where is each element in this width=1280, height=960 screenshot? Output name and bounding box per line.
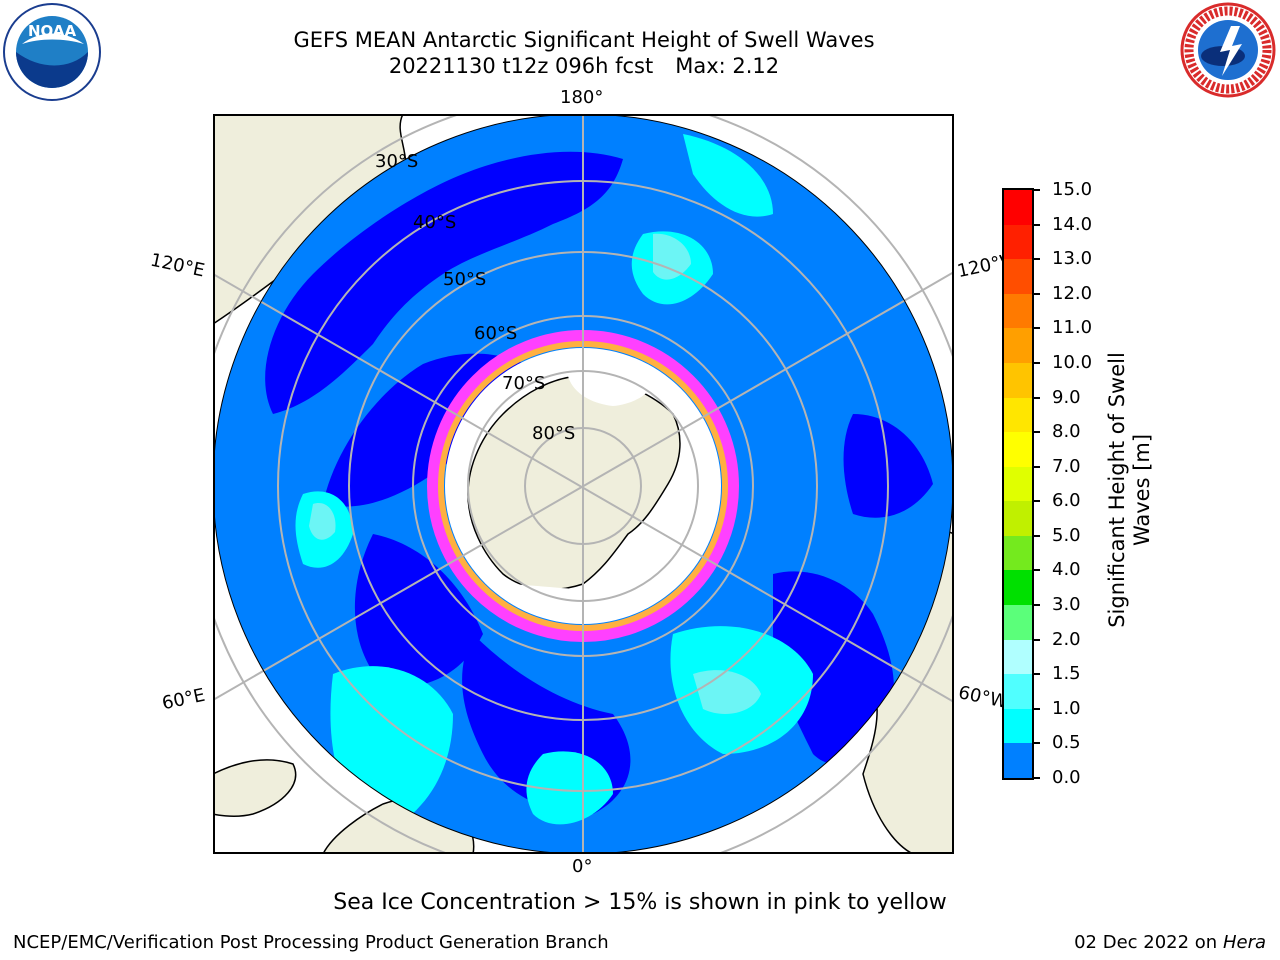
chart-subtitle: 20221130 t12z 096h fcst Max: 2.12 xyxy=(184,53,984,79)
colorbar-segment xyxy=(1004,639,1032,675)
colorbar-segment xyxy=(1004,674,1032,710)
colorbar-segment xyxy=(1004,190,1032,226)
colorbar-tick-label: 8.0 xyxy=(1052,421,1081,443)
lat-label-80s: 80°S xyxy=(532,423,576,444)
colorbar-tick xyxy=(1034,258,1040,261)
map-panel xyxy=(213,114,954,854)
colorbar-tick xyxy=(1034,742,1040,745)
colorbar-tick-label: 11.0 xyxy=(1052,317,1093,339)
colorbar-segment xyxy=(1004,328,1032,364)
colorbar-segment xyxy=(1004,362,1032,399)
credit-line: NCEP/EMC/Verification Post Processing Pr… xyxy=(13,932,609,953)
colorbar-tick xyxy=(1034,396,1040,399)
colorbar-segment xyxy=(1004,743,1032,779)
colorbar-segment xyxy=(1004,501,1032,537)
colorbar-tick xyxy=(1034,292,1040,295)
colorbar xyxy=(1002,188,1034,780)
colorbar-segment xyxy=(1004,466,1032,502)
colorbar-tick-label: 5.0 xyxy=(1052,524,1081,546)
colorbar-tick-label: 1.5 xyxy=(1052,663,1081,685)
colorbar-segment xyxy=(1004,570,1032,606)
graticule xyxy=(213,114,954,854)
colorbar-segment xyxy=(1004,535,1032,571)
colorbar-tick-label: 6.0 xyxy=(1052,490,1081,512)
lon-label-60e: 60°E xyxy=(160,684,207,715)
colorbar-segment xyxy=(1004,259,1032,295)
colorbar-tick xyxy=(1034,189,1040,191)
lat-label-30s: 30°S xyxy=(375,151,419,172)
colorbar-tick xyxy=(1034,534,1040,537)
colorbar-tick-label: 9.0 xyxy=(1052,386,1081,408)
lon-label-120e: 120°E xyxy=(148,249,207,282)
nws-logo xyxy=(1176,0,1280,100)
polar-map xyxy=(213,114,954,854)
colorbar-tick-label: 14.0 xyxy=(1052,213,1093,235)
colorbar-tick xyxy=(1034,777,1040,779)
colorbar-tick xyxy=(1034,707,1040,710)
colorbar-segment xyxy=(1004,708,1032,744)
noaa-logo: NOAA xyxy=(0,0,104,104)
colorbar-segment xyxy=(1004,397,1032,433)
colorbar-tick-label: 13.0 xyxy=(1052,248,1093,270)
lat-label-40s: 40°S xyxy=(413,212,457,233)
run-info: 20221130 t12z 096h fcst xyxy=(388,54,654,78)
colorbar-tick-label: 10.0 xyxy=(1052,351,1093,373)
colorbar-segment xyxy=(1004,605,1032,641)
colorbar-tick xyxy=(1034,673,1040,676)
colorbar-title: Significant Height of Swell Waves [m] xyxy=(1105,352,1154,628)
lat-label-50s: 50°S xyxy=(443,269,487,290)
colorbar-tick-label: 1.0 xyxy=(1052,697,1081,719)
lat-label-70s: 70°S xyxy=(502,373,546,394)
lat-label-60s: 60°S xyxy=(474,323,518,344)
sea-ice-note: Sea Ice Concentration > 15% is shown in … xyxy=(333,890,947,915)
ice-shelf-weddell xyxy=(503,574,673,614)
colorbar-tick xyxy=(1034,500,1040,503)
colorbar-tick xyxy=(1034,361,1040,364)
colorbar-tick-label: 7.0 xyxy=(1052,455,1081,477)
chart-title: GEFS MEAN Antarctic Significant Height o… xyxy=(293,28,875,52)
date-stamp: 02 Dec 2022 on Hera xyxy=(1074,932,1266,953)
colorbar-tick-label: 12.0 xyxy=(1052,282,1093,304)
colorbar-tick xyxy=(1034,327,1040,330)
colorbar-tick-label: 15.0 xyxy=(1052,179,1093,200)
lon-label-0: 0° xyxy=(572,856,593,877)
colorbar-tick-label: 0.5 xyxy=(1052,732,1081,754)
lon-label-180: 180° xyxy=(560,87,604,108)
colorbar-tick xyxy=(1034,465,1040,468)
max-value: Max: 2.12 xyxy=(675,54,780,78)
colorbar-ticks: 15.0 14.0 13.0 12.0 11.0 10.0 9.0 8.0 7.0 6.0 5.0 4… xyxy=(1034,180,1092,788)
colorbar-tick-label: 4.0 xyxy=(1052,559,1081,581)
colorbar-tick xyxy=(1034,604,1040,607)
svg-text:NOAA: NOAA xyxy=(28,22,77,40)
colorbar-tick xyxy=(1034,638,1040,641)
swell-1p5-2 xyxy=(309,233,761,714)
colorbar-segment xyxy=(1004,293,1032,329)
colorbar-tick-label: 2.0 xyxy=(1052,628,1081,650)
colorbar-tick xyxy=(1034,569,1040,572)
madagascar-land xyxy=(213,759,297,817)
colorbar-segment xyxy=(1004,432,1032,468)
colorbar-segment xyxy=(1004,224,1032,260)
colorbar-tick xyxy=(1034,431,1040,434)
colorbar-tick-label: 3.0 xyxy=(1052,594,1081,616)
colorbar-tick-label: 0.0 xyxy=(1052,767,1081,788)
colorbar-tick xyxy=(1034,223,1040,226)
ice-shelf-ross xyxy=(568,368,653,406)
